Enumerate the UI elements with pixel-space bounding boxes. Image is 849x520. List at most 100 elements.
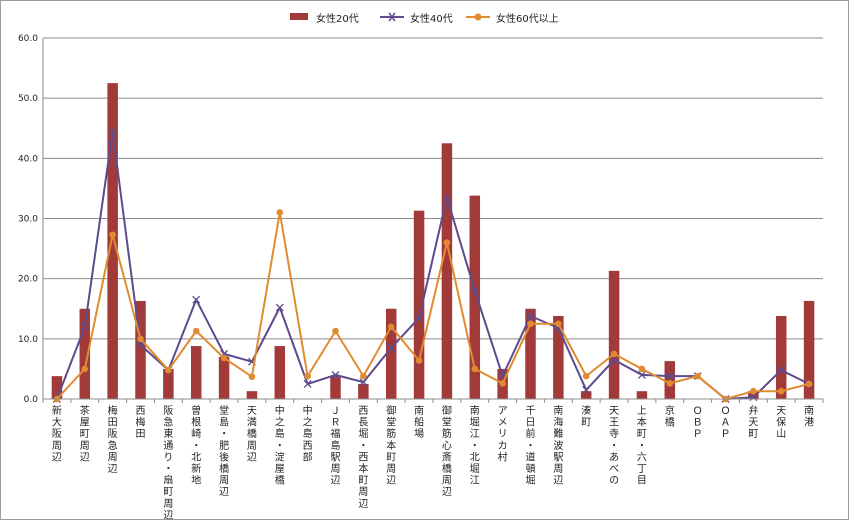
x-tick-label: 御堂筋心斎橋周辺 [442,404,452,498]
x-tick-label: 南港 [804,404,814,429]
legend-swatch-line-x-icon [380,12,404,22]
x-tick-label: 中之島・淀屋橋 [275,404,285,487]
y-tick-label: 60.0 [18,34,38,44]
legend-label-series-2: 女性40代 [410,14,453,25]
x-tick-label: 西梅田 [136,406,146,440]
point-marker-x [303,379,312,388]
bar [803,300,815,399]
point-marker-circle [750,387,757,395]
point-marker-circle [471,365,479,373]
x-tick-label: 西長堀・西本町周辺 [358,406,368,510]
point-marker-x [665,372,674,381]
bar [441,143,453,399]
point-marker-circle [248,373,256,381]
point-marker-circle [610,350,618,358]
bar [330,376,341,399]
x-tick-label: 湊町 [581,404,591,429]
bar [608,270,620,399]
point-marker-x [415,313,424,322]
series-line [55,130,810,400]
bar [107,83,118,399]
y-tick-label: 40.0 [18,154,38,164]
bar [79,308,91,399]
x-tick-label: 堂島・肥後橋周辺 [219,405,229,498]
point-marker-circle [387,323,395,331]
x-tick-label: 茶屋町周辺 [80,404,90,463]
point-marker-circle [443,239,451,246]
x-tick-label: 京橋 [665,404,675,429]
bar [413,210,425,399]
y-tick-label: 30.0 [18,215,38,225]
x-tick-label: ＪＲ福島駅周辺 [331,406,341,487]
point-marker-circle [81,365,89,373]
bar [358,383,369,399]
x-tick-label: 天保山 [776,406,786,440]
point-marker-x [331,370,340,379]
point-marker-circle [109,231,116,239]
bar [664,361,676,399]
legend-swatch-line-circle-icon [466,13,490,21]
point-marker-x [637,370,646,379]
point-marker-x [192,295,201,304]
point-marker-x [359,378,368,387]
point-marker-x [442,193,451,202]
point-marker-x [387,343,396,352]
bar [636,391,648,399]
bar [190,346,202,399]
point-marker-circle [777,387,785,395]
point-marker-circle [805,380,813,388]
point-marker-circle [582,372,590,380]
legend: 女性20代 女性40代 女性60代以上 [0,9,849,25]
point-marker-circle [360,372,367,380]
bar [274,346,286,399]
bar [218,356,230,399]
bar [580,391,592,399]
bar [525,308,536,399]
point-marker-x [777,366,786,375]
bar [469,195,481,399]
x-tick-label: 天王寺・あべの [609,406,619,487]
x-tick-label: 御堂筋本町周辺 [386,404,396,487]
point-marker-circle [666,380,674,387]
x-tick-label: 上本町・六丁目 [637,405,647,487]
x-tick-label: 新大阪周辺 [52,404,62,463]
x-tick-label: 千日前・道頓堀 [526,405,536,487]
point-marker-circle [555,320,562,328]
x-tick-label: ＯＢＰ [693,406,703,440]
legend-label-series-3: 女性60代以上 [496,14,559,25]
legend-label-series-1: 女性20代 [316,14,359,25]
point-marker-circle [694,372,701,380]
point-marker-circle [192,327,200,335]
bar [135,300,146,399]
x-tick-label: ＯＡＰ [721,406,731,440]
point-marker-x [749,393,758,402]
legend-swatch-bar-icon [290,13,308,20]
point-marker-x [108,127,117,136]
bar [775,315,787,399]
point-marker-circle [165,366,172,374]
bar [748,391,759,399]
point-marker-circle [638,365,646,373]
x-tick-label: 中之島西部 [303,404,313,463]
point-marker-x [610,355,619,364]
point-marker-circle [499,380,506,387]
point-marker-circle [276,209,284,216]
bar [51,376,63,399]
x-tick-label: 天満橋周辺 [247,406,257,463]
point-marker-circle [220,354,228,362]
bar [163,368,174,399]
point-marker-circle [415,357,423,364]
x-tick-label: 南海難波駅周辺 [553,404,563,487]
point-marker-x [526,312,535,320]
point-marker-x [582,386,591,394]
point-marker-circle [527,320,534,328]
x-tick-label: 梅田阪急周辺 [108,404,118,475]
series-line [56,211,810,400]
bar [246,391,258,399]
point-marker-circle [137,335,144,343]
point-marker-x [275,303,284,312]
x-tick-label: 南堀江・北堀江 [470,404,480,487]
bar [385,308,397,399]
